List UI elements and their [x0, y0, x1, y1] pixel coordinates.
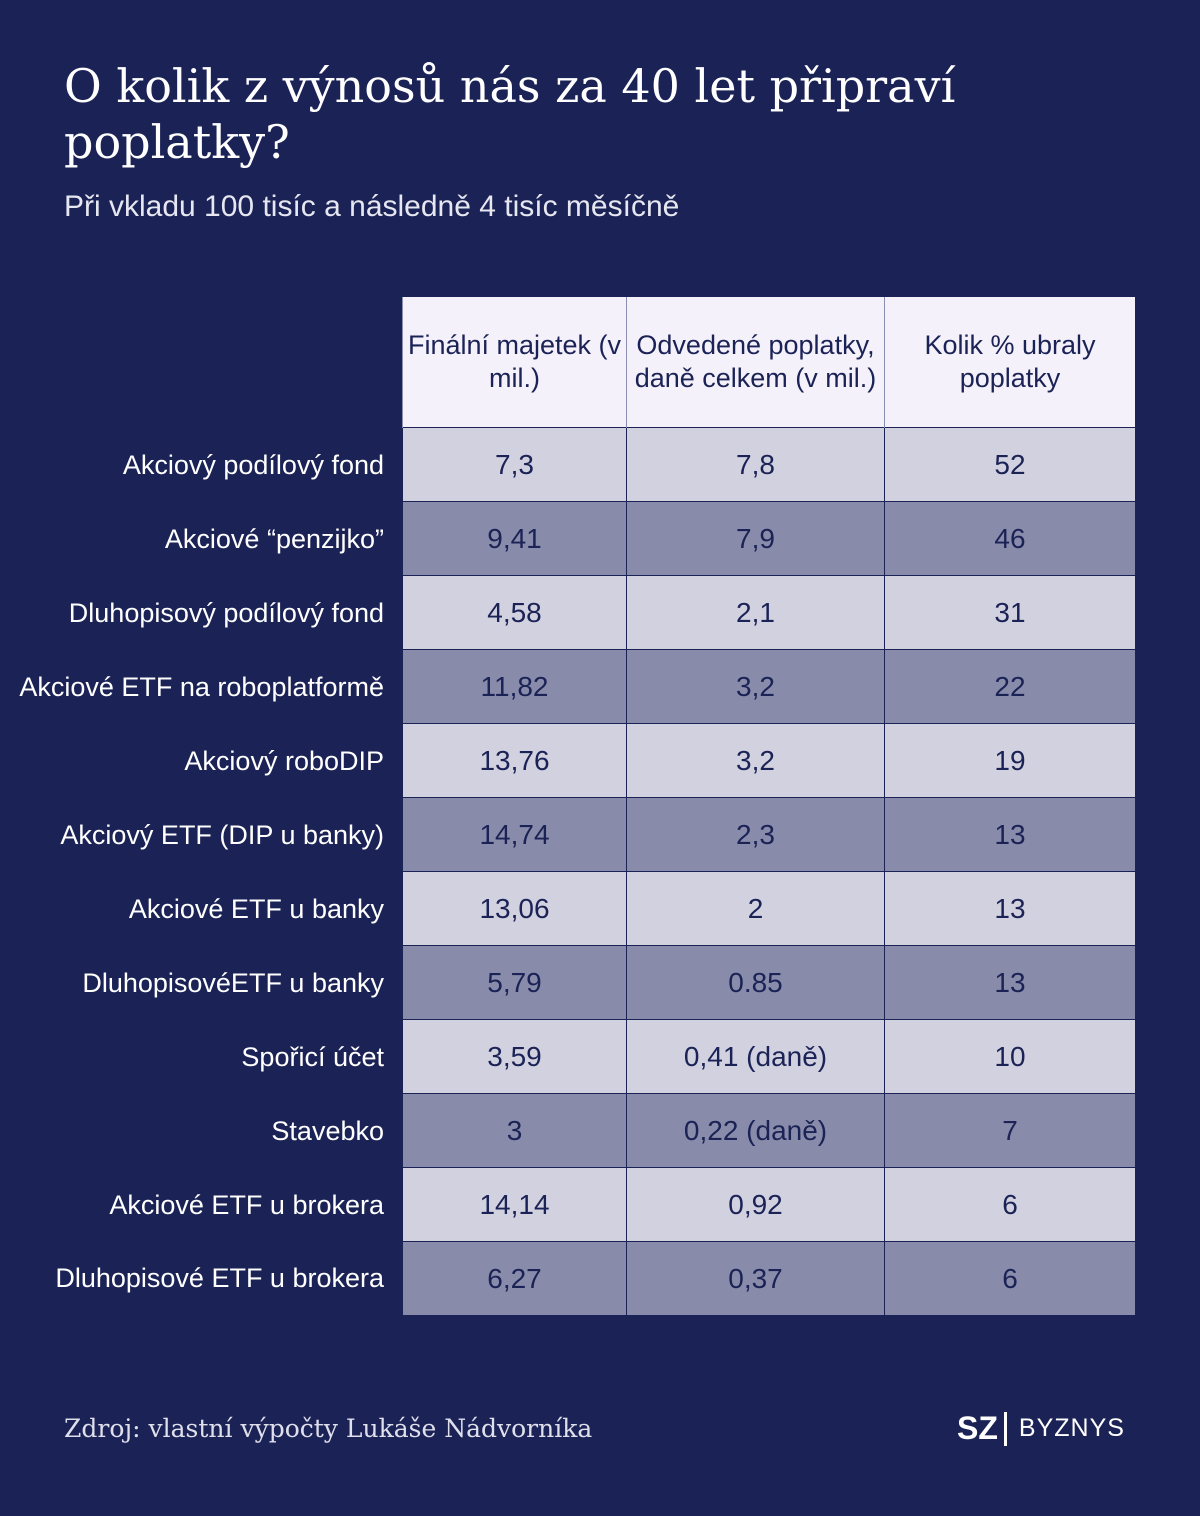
- chart-title: O kolik z výnosů nás za 40 let připraví …: [64, 59, 956, 169]
- row-label: Akciové “penzijko”: [164, 523, 384, 554]
- cell-fees-paid: 2,1: [626, 575, 885, 650]
- cell-fees-paid: 0,92: [626, 1167, 885, 1242]
- cell-fee-percent: 13: [884, 797, 1135, 872]
- header-corner: [0, 297, 403, 428]
- table-header-row: Finální majetek (v mil.) Odvedené poplat…: [0, 297, 1135, 428]
- cell-final-assets: 4,58: [402, 575, 627, 650]
- row-label: Akciový roboDIP: [184, 745, 384, 776]
- table-row: Stavebko 3 0,22 (daně) 7: [0, 1093, 1135, 1168]
- column-header-label: Kolik % ubraly poplatky: [924, 330, 1096, 393]
- table-row: Akciové ETF u banky 13,06 2 13: [0, 871, 1135, 946]
- column-header-label: Odvedené poplatky, daně celkem (v mil.): [634, 330, 877, 393]
- cell-final-assets: 6,27: [402, 1241, 627, 1315]
- cell-final-assets: 7,3: [402, 427, 627, 502]
- table-row: DluhopisovéETF u banky 5,79 0.85 13: [0, 945, 1135, 1020]
- cell-final-assets: 9,41: [402, 501, 627, 576]
- cell-fees-paid: 0,41 (daně): [626, 1019, 885, 1094]
- column-header-label: Finální majetek (v mil.): [407, 330, 622, 393]
- cell-fee-percent: 13: [884, 871, 1135, 946]
- table-row: Dluhopisový podílový fond 4,58 2,1 31: [0, 575, 1135, 650]
- column-header-fee-percent: Kolik % ubraly poplatky: [884, 297, 1135, 428]
- cell-fee-percent: 6: [884, 1241, 1135, 1315]
- row-label: Dluhopisové ETF u brokera: [55, 1263, 384, 1294]
- row-label: Akciové ETF u brokera: [109, 1189, 384, 1220]
- table-body: Akciový podílový fond 7,3 7,8 52 Akciové “pe…: [0, 427, 1135, 1315]
- cell-fee-percent: 31: [884, 575, 1135, 650]
- logo-section: BYZNYS: [1018, 1414, 1125, 1442]
- cell-final-assets: 14,74: [402, 797, 627, 872]
- column-header-fees-paid: Odvedené poplatky, daně celkem (v mil.): [626, 297, 885, 428]
- cell-fee-percent: 10: [884, 1019, 1135, 1094]
- column-header-final-assets: Finální majetek (v mil.): [402, 297, 627, 428]
- table-row: Akciový podílový fond 7,3 7,8 52: [0, 427, 1135, 502]
- cell-fees-paid: 0,22 (daně): [626, 1093, 885, 1168]
- row-label: Akciový ETF (DIP u banky): [60, 819, 384, 850]
- row-label: Stavebko: [271, 1115, 384, 1146]
- row-label: Spořicí účet: [241, 1041, 384, 1072]
- cell-fees-paid: 7,8: [626, 427, 885, 502]
- cell-final-assets: 13,06: [402, 871, 627, 946]
- cell-fees-paid: 0,37: [626, 1241, 885, 1315]
- sz-byznys-logo: SZ BYZNYS: [957, 1410, 1125, 1447]
- cell-fee-percent: 46: [884, 501, 1135, 576]
- cell-final-assets: 11,82: [402, 649, 627, 724]
- cell-final-assets: 13,76: [402, 723, 627, 798]
- logo-divider: [1003, 1411, 1007, 1446]
- table-row: Akciové “penzijko” 9,41 7,9 46: [0, 501, 1135, 576]
- cell-fee-percent: 13: [884, 945, 1135, 1020]
- table-row: Akciový ETF (DIP u banky) 14,74 2,3 13: [0, 797, 1135, 872]
- cell-fees-paid: 7,9: [626, 501, 885, 576]
- cell-fees-paid: 3,2: [626, 649, 885, 724]
- source-note: Zdroj: vlastní výpočty Lukáše Nádvorníka: [64, 1414, 593, 1443]
- cell-final-assets: 3: [402, 1093, 627, 1168]
- cell-fee-percent: 19: [884, 723, 1135, 798]
- cell-fees-paid: 2: [626, 871, 885, 946]
- row-label: Akciový podílový fond: [122, 449, 384, 480]
- logo-sz: SZ: [957, 1410, 998, 1446]
- chart-subtitle: Při vkladu 100 tisíc a následně 4 tisíc …: [64, 190, 680, 223]
- row-label: DluhopisovéETF u banky: [82, 967, 384, 998]
- table-row: Akciový roboDIP 13,76 3,2 19: [0, 723, 1135, 798]
- fees-table: Finální majetek (v mil.) Odvedené poplat…: [0, 297, 1135, 1315]
- cell-fee-percent: 7: [884, 1093, 1135, 1168]
- row-label: Dluhopisový podílový fond: [68, 597, 384, 628]
- table-row: Akciové ETF u brokera 14,14 0,92 6: [0, 1167, 1135, 1242]
- table-row: Akciové ETF na roboplatformě 11,82 3,2 22: [0, 649, 1135, 724]
- cell-final-assets: 14,14: [402, 1167, 627, 1242]
- cell-fees-paid: 3,2: [626, 723, 885, 798]
- cell-final-assets: 5,79: [402, 945, 627, 1020]
- cell-final-assets: 3,59: [402, 1019, 627, 1094]
- table-row: Spořicí účet 3,59 0,41 (daně) 10: [0, 1019, 1135, 1094]
- row-label: Akciové ETF na roboplatformě: [19, 671, 384, 702]
- cell-fee-percent: 52: [884, 427, 1135, 502]
- cell-fees-paid: 2,3: [626, 797, 885, 872]
- cell-fee-percent: 6: [884, 1167, 1135, 1242]
- cell-fee-percent: 22: [884, 649, 1135, 724]
- row-label: Akciové ETF u banky: [128, 893, 384, 924]
- cell-fees-paid: 0.85: [626, 945, 885, 1020]
- table-row: Dluhopisové ETF u brokera 6,27 0,37 6: [0, 1241, 1135, 1315]
